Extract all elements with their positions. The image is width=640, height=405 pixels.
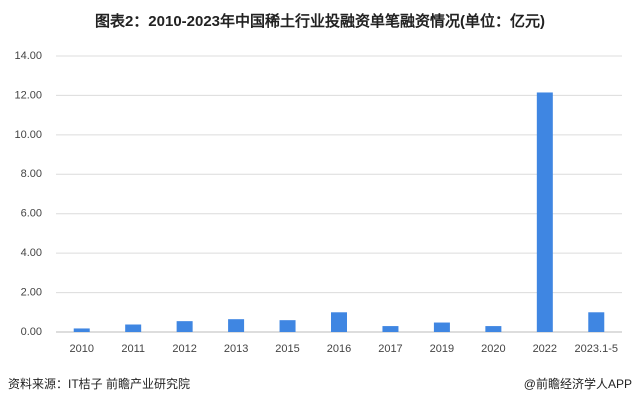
- bar: [279, 320, 296, 332]
- x-tick-label: 2022: [533, 343, 557, 355]
- x-tick-label: 2012: [172, 343, 196, 355]
- x-tick-label: 2023.1-5: [575, 343, 618, 355]
- x-tick-label: 2019: [430, 343, 454, 355]
- x-tick-label: 2013: [224, 343, 248, 355]
- chart-title: 图表2：2010-2023年中国稀土行业投融资单笔融资情况(单位：亿元): [95, 12, 545, 30]
- y-tick-label: 8.00: [21, 168, 42, 180]
- bar: [331, 312, 347, 332]
- y-tick-label: 6.00: [21, 208, 42, 220]
- x-tick-label: 2020: [481, 343, 505, 355]
- credit: @前瞻经济学人APP: [524, 376, 632, 391]
- y-tick-label: 14.00: [14, 50, 42, 62]
- source-note: 资料来源：IT桔子 前瞻产业研究院: [8, 376, 190, 391]
- bar: [536, 92, 553, 332]
- x-tick-label: 2017: [378, 343, 402, 355]
- bar: [176, 321, 193, 332]
- x-tick-label: 2016: [327, 343, 351, 355]
- y-tick-label: 10.00: [14, 129, 42, 141]
- bar: [433, 322, 450, 332]
- bar: [485, 326, 502, 332]
- bar: [588, 312, 605, 332]
- y-tick-label: 12.00: [14, 89, 42, 101]
- bar: [125, 324, 142, 332]
- x-tick-label: 2015: [275, 343, 299, 355]
- y-tick-label: 2.00: [21, 286, 42, 298]
- bar: [382, 326, 399, 332]
- bar: [73, 328, 90, 332]
- y-tick-label: 4.00: [21, 247, 42, 259]
- y-tick-label: 0.00: [21, 326, 42, 338]
- x-tick-label: 2010: [69, 343, 93, 355]
- x-tick-label: 2011: [121, 343, 145, 355]
- bar: [228, 319, 245, 332]
